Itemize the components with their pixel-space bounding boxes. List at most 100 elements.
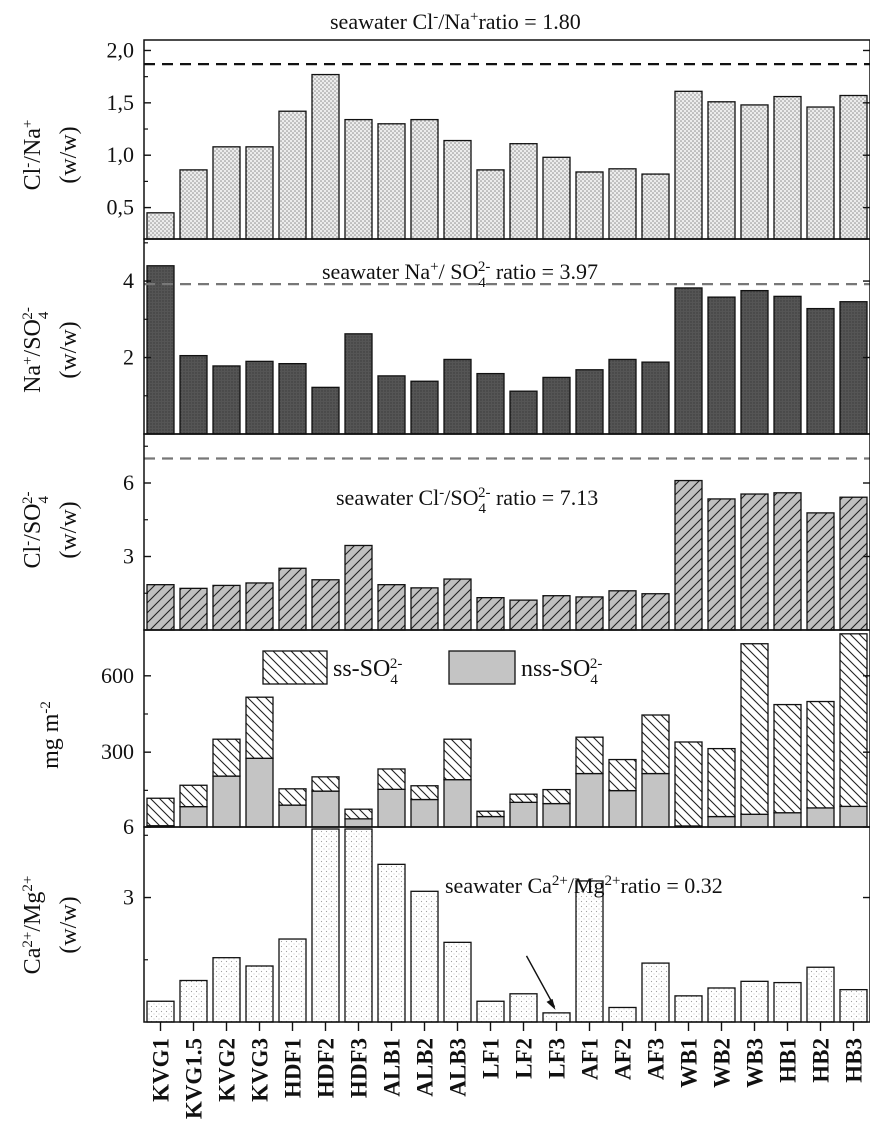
x-tick-label-AF1: AF1 [578, 1038, 603, 1080]
bar-WB2 [707, 296, 736, 435]
bar-LF1 [476, 169, 505, 240]
y-tick-label: 1,0 [107, 142, 135, 167]
bar-ALB3 [443, 578, 472, 631]
bar-KVG2 [212, 957, 241, 1023]
bar-WB3 [740, 493, 769, 631]
bar-ss-WB1 [674, 741, 703, 827]
bar-HB2 [806, 106, 835, 240]
chart-panel-1: 2,0 1,5 1,0 0,5 Cl-/Na+ (w/w) seawater Cl-/Na+… [20, 9, 870, 240]
bar-LF3 [542, 376, 571, 435]
y-axis-unit: (w/w) [56, 896, 82, 953]
bar-HB2 [806, 966, 835, 1023]
bar-nss-KVG2 [212, 775, 241, 828]
bar-ss-AF3 [641, 714, 670, 775]
bar-KVG3 [245, 582, 274, 631]
bar-KVG2 [212, 584, 241, 631]
bar-ss-LF1 [476, 810, 505, 818]
bar-HDF2 [311, 73, 340, 240]
bar-ss-WB3 [740, 643, 769, 815]
bar-LF3 [542, 156, 571, 240]
seawater-ratio-annotation: seawater Cl-/Na+ratio = 1.80 [330, 9, 581, 34]
y-tick-label: 3 [123, 544, 134, 569]
y-tick-label: 2 [123, 345, 134, 370]
bar-AF3 [641, 593, 670, 631]
bar-AF1 [575, 369, 604, 435]
bar-ALB1 [377, 584, 406, 631]
bar-AF2 [608, 168, 637, 240]
bar-HDF1 [278, 110, 307, 240]
bar-nss-ALB1 [377, 788, 406, 828]
y-axis-label: Cl-/Na+ [20, 120, 46, 191]
bar-ALB3 [443, 941, 472, 1023]
bar-LF3 [542, 1012, 571, 1023]
bar-nss-LF2 [509, 801, 538, 828]
x-axis: KVG1 KVG1.5 KVG2 KVG3 HDF1 HDF2 HDF3 ALB1 ALB2 AL… [149, 1022, 867, 1119]
bar-nss-WB2 [707, 815, 736, 828]
bar-HB1 [773, 295, 802, 435]
bar-HDF3 [344, 828, 373, 1023]
bar-HB2 [806, 307, 835, 435]
bar-nss-ALB3 [443, 779, 472, 828]
bar-WB2 [707, 987, 736, 1023]
seawater-ratio-annotation: seawater Ca2+/Mg2+ratio = 0.32 [445, 873, 723, 898]
x-tick-label-HDF3: HDF3 [347, 1038, 372, 1098]
bar-KVG1 [146, 212, 175, 240]
bar-WB1 [674, 287, 703, 435]
x-tick-label-LF1: LF1 [479, 1038, 504, 1079]
bar-WB1 [674, 479, 703, 631]
bar-ss-KVG2 [212, 738, 241, 777]
x-tick-label-ALB1: ALB1 [380, 1038, 405, 1097]
y-axis-unit: (w/w) [56, 126, 82, 183]
bar-KVG2 [212, 365, 241, 435]
bar-KVG1.5 [179, 979, 208, 1023]
seawater-ratio-annotation: seawater Cl-/SO42- ratio = 7.13 [336, 485, 598, 517]
x-tick-label-HB1: HB1 [776, 1038, 801, 1083]
x-tick-label-HB2: HB2 [809, 1038, 834, 1083]
bar-KVG3 [245, 965, 274, 1023]
bar-LF2 [509, 599, 538, 631]
bar-ALB3 [443, 358, 472, 435]
seawater-ratio-annotation: seawater Na+/ SO42- ratio = 3.97 [322, 259, 598, 291]
bar-AF2 [608, 358, 637, 435]
bar-ALB1 [377, 375, 406, 435]
y-axis-label: Ca2+/Mg2+ [20, 876, 46, 975]
bar-HDF2 [311, 579, 340, 631]
bar-HDF1 [278, 938, 307, 1023]
bar-AF3 [641, 361, 670, 435]
bar-AF3 [641, 173, 670, 240]
bar-nss-AF3 [641, 772, 670, 828]
panel-frame [143, 826, 870, 1023]
bar-AF1 [575, 596, 604, 631]
bar-ALB1 [377, 123, 406, 240]
bar-ss-KVG3 [245, 696, 274, 759]
bar-AF2 [608, 590, 637, 631]
bar-AF3 [641, 962, 670, 1023]
arrow-head [546, 998, 556, 1010]
bar-LF1 [476, 597, 505, 631]
bar-LF3 [542, 595, 571, 631]
bar-nss-HB3 [839, 805, 868, 828]
x-tick-label-HDF2: HDF2 [314, 1038, 339, 1098]
bar-nss-HDF3 [344, 818, 373, 828]
bar-ss-KVG1 [146, 797, 175, 827]
bar-ALB2 [410, 380, 439, 435]
bar-HDF3 [344, 544, 373, 631]
bar-ss-LF2 [509, 793, 538, 803]
y-axis-label: mg m-2 [38, 701, 64, 769]
y-tick-label: 6 [123, 470, 134, 495]
bar-KVG1 [146, 1000, 175, 1023]
bar-nss-LF3 [542, 802, 571, 828]
bar-WB2 [707, 101, 736, 240]
bar-nss-HDF1 [278, 804, 307, 828]
bar-HDF2 [311, 828, 340, 1023]
bar-nss-AF1 [575, 772, 604, 828]
bar-KVG1 [146, 584, 175, 631]
bar-WB1 [674, 995, 703, 1023]
y-tick-label: 600 [101, 663, 134, 688]
bar-ss-KVG1.5 [179, 784, 208, 808]
bar-HB2 [806, 512, 835, 631]
bar-HB3 [839, 496, 868, 631]
bar-AF1 [575, 171, 604, 240]
bar-ss-HDF1 [278, 788, 307, 806]
